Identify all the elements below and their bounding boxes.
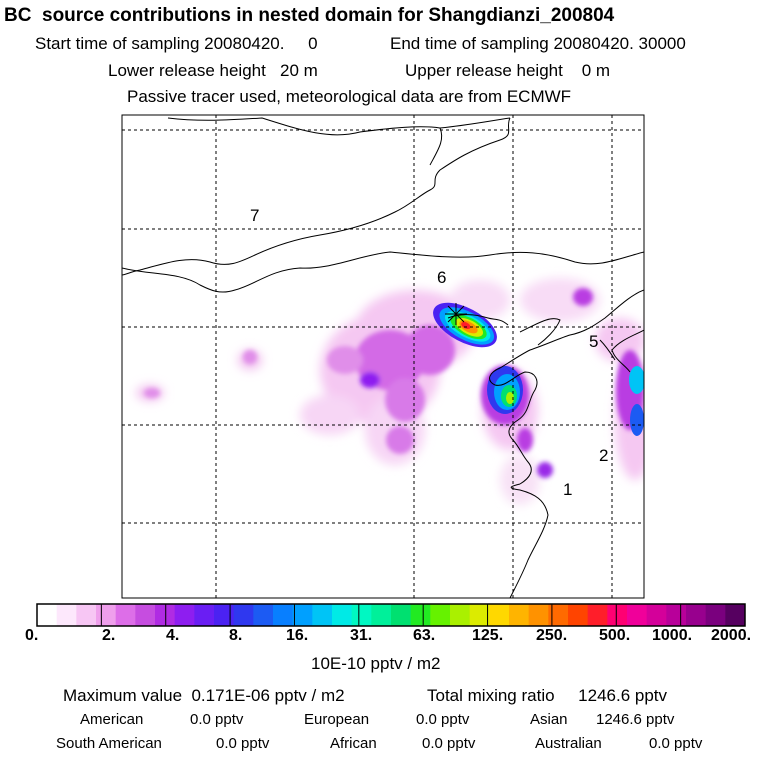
colorbar-swatch xyxy=(646,604,667,626)
colorbar-swatch xyxy=(37,604,58,626)
colorbar-swatch xyxy=(351,604,372,626)
max-value-label: Maximum value 0.171E-06 pptv / m2 xyxy=(63,686,345,705)
colorbar-swatch xyxy=(273,604,294,626)
region-label-2: 2 xyxy=(599,446,608,465)
region-name-australian: Australian xyxy=(535,735,602,752)
region-label-6: 6 xyxy=(437,268,446,287)
region-label-5: 5 xyxy=(589,332,598,351)
colorbar-swatch xyxy=(253,604,274,626)
colorbar-swatch xyxy=(489,604,510,626)
colorbar-swatch xyxy=(528,604,549,626)
colorbar-swatch xyxy=(568,604,589,626)
colorbar-swatch xyxy=(76,604,97,626)
colorbar-swatch xyxy=(430,604,451,626)
colorbar-swatch xyxy=(174,604,195,626)
colorbar-tick: 2000. xyxy=(711,627,752,644)
colorbar-swatch xyxy=(587,604,608,626)
map-title: BC source contributions in nested domain… xyxy=(4,5,615,26)
colorbar-tick: 250. xyxy=(536,627,568,644)
colorbar-swatch xyxy=(607,604,628,626)
start-time-label: Start time of sampling 20080420. 0 xyxy=(35,34,318,53)
colorbar-swatch xyxy=(410,604,431,626)
colorbar-swatch xyxy=(509,604,530,626)
region-value-african: 0.0 pptv xyxy=(422,735,476,752)
colorbar-tick: 2. xyxy=(102,627,116,644)
region-labels: 1 2 5 6 7 xyxy=(250,206,608,499)
map-frame xyxy=(121,114,645,599)
colorbar-swatch xyxy=(312,604,333,626)
colorbar-swatch xyxy=(627,604,648,626)
colorbar-swatch xyxy=(56,604,77,626)
region-value-south-american: 0.0 pptv xyxy=(216,735,270,752)
colorbar-frame xyxy=(36,603,746,627)
lat-lon-grid xyxy=(122,115,644,598)
colorbar-tick: 4. xyxy=(166,627,180,644)
colorbar-swatch xyxy=(96,604,117,626)
region-value-asian: 1246.6 pptv xyxy=(596,711,675,728)
colorbar-swatch xyxy=(194,604,215,626)
colorbar-tick: 63. xyxy=(413,627,436,644)
colorbar-swatch xyxy=(469,604,490,626)
colorbar-swatch xyxy=(371,604,392,626)
coastlines xyxy=(122,117,644,598)
map-plot-area xyxy=(122,115,644,598)
colorbar-tick: 31. xyxy=(350,627,373,644)
total-mixing-label: Total mixing ratio 1246.6 pptv xyxy=(427,686,668,705)
colorbar-tick: 0. xyxy=(25,627,39,644)
colorbar-swatch xyxy=(725,604,746,626)
colorbar-swatch xyxy=(233,604,254,626)
colorbar-swatch xyxy=(391,604,412,626)
region-value-american: 0.0 pptv xyxy=(190,711,244,728)
colorbar-swatch xyxy=(292,604,313,626)
upper-release-label: Upper release height 0 m xyxy=(405,61,611,80)
colorbar-tick: 500. xyxy=(599,627,631,644)
colorbar-swatch xyxy=(155,604,176,626)
colorbar-swatch xyxy=(548,604,569,626)
lower-release-label: Lower release height 20 m xyxy=(108,61,318,80)
region-name-european: European xyxy=(304,711,370,728)
colorbar-tick: 125. xyxy=(472,627,504,644)
colorbar-swatch xyxy=(332,604,353,626)
colorbar-swatch xyxy=(115,604,136,626)
colorbar-swatch xyxy=(450,604,471,626)
region-value-australian: 0.0 pptv xyxy=(649,735,703,752)
region-label-1: 1 xyxy=(563,480,572,499)
colorbar-units: 10E-10 pptv / m2 xyxy=(311,654,441,673)
region-name-asian: Asian xyxy=(530,711,568,728)
region-value-european: 0.0 pptv xyxy=(416,711,470,728)
end-time-label: End time of sampling 20080420. 30000 xyxy=(390,34,686,53)
colorbar-swatch xyxy=(666,604,687,626)
colorbar xyxy=(36,603,746,627)
colorbar-tick: 1000. xyxy=(652,627,693,644)
colorbar-tick: 16. xyxy=(286,627,309,644)
colorbar-swatch xyxy=(135,604,156,626)
region-name-south-american: South American xyxy=(56,735,162,752)
colorbar-swatch xyxy=(705,604,726,626)
region-name-african: African xyxy=(330,735,377,752)
colorbar-swatch xyxy=(686,604,707,626)
region-name-american: American xyxy=(80,711,144,728)
tracer-note: Passive tracer used, meteorological data… xyxy=(127,87,572,106)
region-label-7: 7 xyxy=(250,206,259,225)
colorbar-swatch xyxy=(214,604,235,626)
star-icon xyxy=(445,303,467,325)
colorbar-tick: 8. xyxy=(229,627,243,644)
